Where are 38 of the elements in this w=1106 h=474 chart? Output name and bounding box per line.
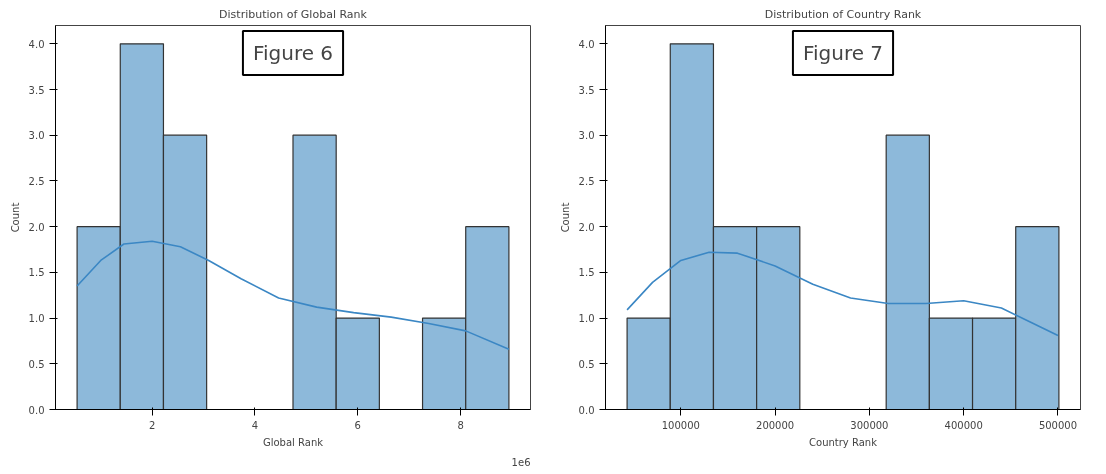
x-axis-title: Country Rank bbox=[809, 436, 878, 448]
chart-title: Distribution of Country Rank bbox=[764, 7, 922, 21]
y-tick-label: 4.0 bbox=[28, 38, 45, 50]
y-tick-label: 3.0 bbox=[578, 130, 595, 142]
chart-title: Distribution of Global Rank bbox=[219, 7, 368, 21]
x-tick-label: 100000 bbox=[661, 419, 700, 431]
y-tick-label: 1.0 bbox=[28, 313, 45, 325]
line-series bbox=[626, 251, 1059, 337]
y-tick-label: 1.5 bbox=[28, 267, 45, 279]
y-tick-label: 0.0 bbox=[28, 404, 45, 416]
annotation: Figure 7 bbox=[802, 40, 884, 65]
x-tick-label: 300000 bbox=[850, 419, 889, 431]
y-tick-label: 3.0 bbox=[28, 130, 45, 142]
y-tick-label: 3.5 bbox=[578, 84, 595, 96]
y-tick-label: 1.0 bbox=[578, 313, 595, 325]
text: 1e6 bbox=[511, 456, 531, 468]
x-tick-label: 4 bbox=[251, 419, 259, 431]
y-tick-label: 0.5 bbox=[28, 358, 45, 370]
y-tick-label: 2.5 bbox=[578, 175, 595, 187]
y-tick-label: 4.0 bbox=[578, 38, 595, 50]
x-tick-label: 6 bbox=[354, 419, 361, 431]
y-tick-label: 2.0 bbox=[578, 221, 595, 233]
y-axis-title: Count bbox=[9, 202, 21, 233]
y-tick-label: 0.0 bbox=[578, 404, 595, 416]
x-tick-label: 8 bbox=[457, 419, 464, 431]
annotation: Figure 6 bbox=[252, 40, 334, 65]
y-tick-label: 3.5 bbox=[28, 84, 45, 96]
x-axis-title: Global Rank bbox=[262, 436, 324, 448]
x-tick-label: 400000 bbox=[944, 419, 983, 431]
y-tick-label: 2.5 bbox=[28, 175, 45, 187]
line-series bbox=[76, 240, 510, 350]
x-tick-label: 200000 bbox=[756, 419, 795, 431]
y-tick-label: 0.5 bbox=[578, 358, 595, 370]
y-tick-label: 1.5 bbox=[578, 267, 595, 279]
x-tick-label: 2 bbox=[148, 419, 156, 431]
y-axis-title: Count bbox=[559, 202, 571, 233]
y-tick-label: 2.0 bbox=[28, 221, 45, 233]
x-tick-label: 500000 bbox=[1038, 419, 1078, 431]
